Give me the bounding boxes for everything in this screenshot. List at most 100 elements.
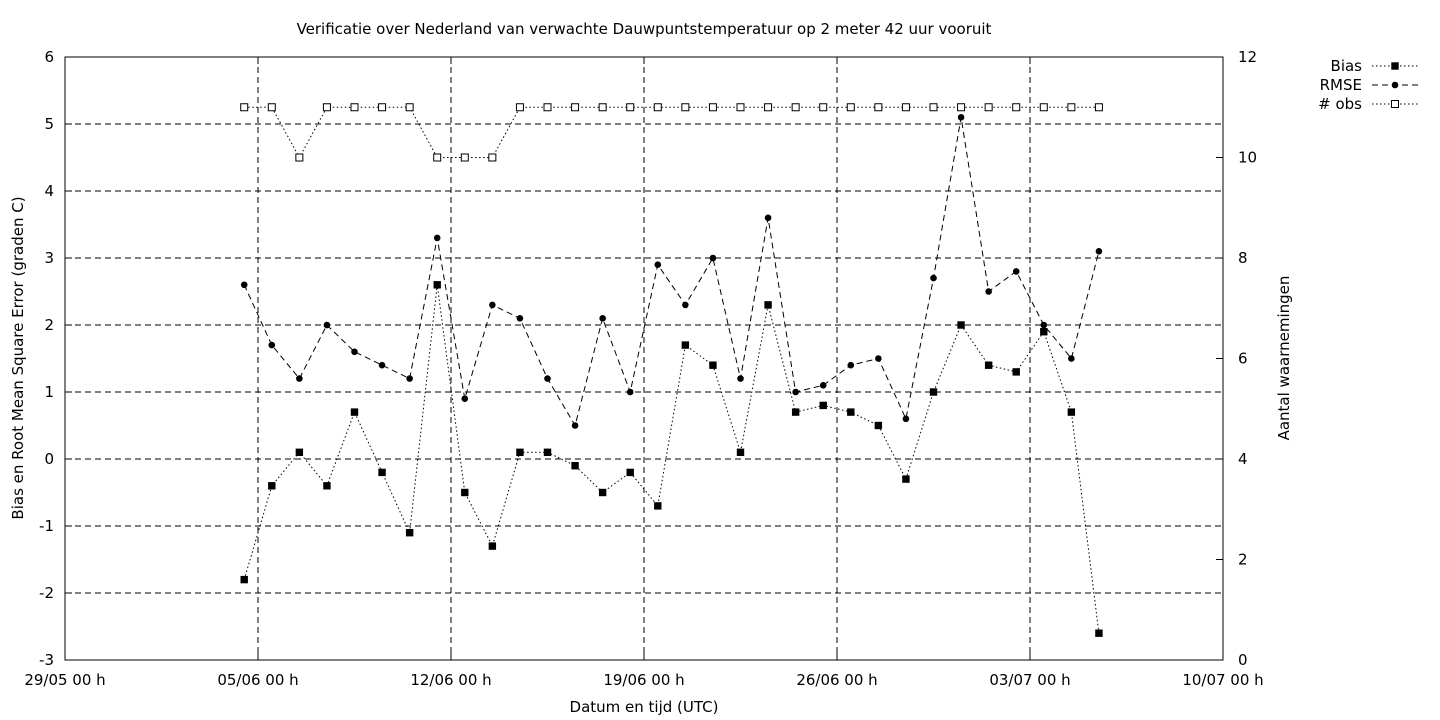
bias-point [405,529,414,537]
bias-point [571,462,579,470]
rmse-point [406,375,413,382]
obs-point [322,103,331,112]
bias-point [461,488,469,497]
rmse-point [792,388,799,396]
obs-point [488,153,497,162]
obs-point [708,103,717,112]
legend-label: # obs [1318,95,1362,113]
bias-point [902,475,910,483]
rmse-point [957,114,965,121]
obs-point [460,153,469,162]
obs-point [295,153,304,162]
rmse-point [1068,355,1075,362]
rmse-point [323,321,331,329]
bias-point [1095,629,1103,637]
y2-tick-label: 6 [1238,350,1248,368]
bias-point [847,408,855,416]
rmse-point [737,375,744,382]
obs-point [901,103,910,112]
rmse-point [930,274,937,282]
rmse-point [351,348,358,356]
bias-point [433,281,441,289]
rmse-point [378,361,386,369]
obs-point [653,103,662,112]
y2-tick-label: 2 [1238,551,1248,569]
obs-point [764,103,773,112]
bias-point [736,448,745,456]
y-tick-label: 3 [44,249,54,267]
rmse-point [461,395,469,403]
legend-marker [1391,100,1399,108]
obs-point [819,103,828,112]
rmse-point [626,388,634,396]
y-tick-label: 0 [44,450,54,468]
x-tick-label: 12/06 00 h [410,671,491,689]
x-tick-label: 29/05 00 h [24,671,105,689]
y-tick-label: 6 [44,48,54,66]
obs-point [1012,103,1021,112]
bias-point [598,488,607,497]
bias-series [240,281,1103,637]
obs-point [1039,103,1048,112]
bias-point [984,361,993,369]
obs-point [378,103,387,112]
bias-point [323,482,331,490]
y-tick-label: -1 [39,517,54,535]
bias-point [543,448,552,456]
bias-point [957,321,965,329]
bias-point [516,448,524,456]
rmse-point [985,288,992,295]
obs-point [515,103,524,112]
bias-point [1040,328,1048,336]
obs-point [1067,103,1076,112]
rmse-point [571,422,579,429]
rmse-point [1040,321,1048,329]
obs-point [929,103,938,112]
rmse-point [819,382,827,389]
bias-point [1067,408,1076,416]
obs-point [405,103,414,112]
y2-tick-label: 10 [1238,149,1257,167]
obs-point [681,103,690,112]
obs-point [957,103,966,112]
chart-title: Verificatie over Nederland van verwachte… [297,20,992,38]
bias-point [268,482,276,490]
legend-label: Bias [1331,57,1363,75]
rmse-series [240,114,1103,429]
rmse-point [599,315,606,322]
y2-axis-label: Aantal waarnemingen [1275,276,1293,441]
bias-point [874,421,883,430]
x-axis-label: Datum en tijd (UTC) [570,698,719,716]
y2-tick-label: 0 [1238,651,1248,669]
y2-tick-label: 8 [1238,249,1248,267]
x-tick-label: 03/07 00 h [989,671,1070,689]
x-tick-label: 10/07 00 h [1182,671,1263,689]
bias-point [764,301,772,309]
x-tick-label: 19/06 00 h [603,671,684,689]
rmse-point [433,234,441,242]
rmse-point [489,301,496,309]
rmse-point [544,375,551,382]
y-tick-label: 4 [44,182,54,200]
rmse-line [243,117,1100,427]
obs-point [267,103,276,112]
y-tick-label: 2 [44,316,54,334]
obs-point [874,103,883,112]
y-tick-label: 1 [44,383,54,401]
obs-line [244,106,1099,159]
obs-point [598,103,607,112]
y-tick-label: -2 [39,584,54,602]
rmse-point [654,261,662,269]
bias-point [1012,368,1020,376]
obs-point [984,103,993,112]
rmse-point [516,315,524,322]
bias-point [929,388,938,396]
rmse-point [1095,248,1103,255]
rmse-point [764,214,772,222]
bias-point [819,401,827,410]
y-axis-label: Bias en Root Mean Square Error (graden C… [9,196,27,519]
bias-point [378,468,386,477]
obs-point [736,103,745,112]
bias-point [350,408,359,416]
